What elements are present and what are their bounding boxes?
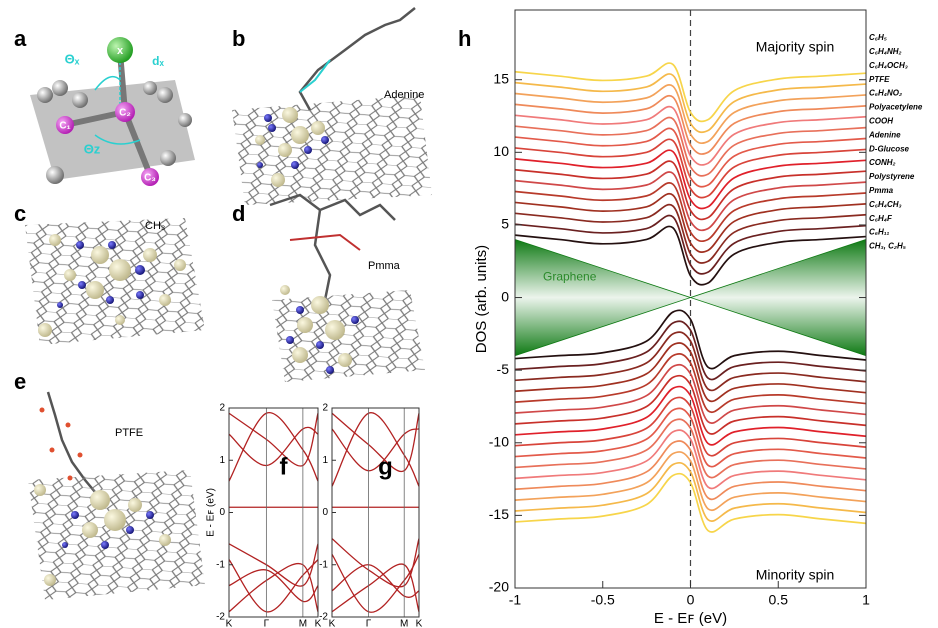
band-line	[229, 570, 318, 602]
legend-label: PTFE	[869, 75, 890, 84]
legend-label: C₆H₁₁	[869, 228, 890, 237]
band-line	[229, 413, 318, 466]
panel-c-structure	[25, 218, 205, 345]
y-tick-label: 1	[322, 455, 328, 466]
structure-label: Θₓ	[65, 51, 80, 66]
molecule-label: PTFE	[115, 427, 143, 439]
y-tick-label: -15	[489, 506, 509, 522]
y-tick-label: -5	[497, 361, 510, 377]
legend-label: CH₃, C₂H₅	[869, 242, 906, 251]
spin-annotation: Majority spin	[756, 39, 835, 55]
structure-label: Θz	[84, 141, 101, 156]
panel-b-structure	[232, 8, 432, 205]
x-tick-label: K	[416, 619, 423, 628]
spin-annotation: Minority spin	[756, 567, 835, 583]
x-tick-label: Γ	[264, 619, 270, 628]
y-axis-label: E - Eꜰ (eV)	[206, 488, 217, 537]
band-line	[332, 413, 419, 487]
x-axis-label: E - Eꜰ (eV)	[654, 610, 727, 627]
x-tick-label: K	[226, 619, 233, 628]
structure-label: dₓ	[152, 54, 164, 68]
majority-dos-curve	[515, 139, 866, 197]
plot-frame	[229, 408, 318, 617]
y-tick-label: -20	[489, 579, 509, 595]
y-tick-label: 0	[501, 288, 509, 304]
legend-label: Pmma	[869, 186, 894, 195]
panel-label: g	[378, 453, 393, 480]
legend-label: D-Glucose	[869, 144, 910, 153]
graphene-dos-area	[515, 239, 866, 355]
structure-label: x	[117, 45, 124, 57]
minority-dos-curve	[515, 397, 866, 455]
majority-dos-curve	[515, 128, 866, 186]
panel-label: b	[232, 26, 245, 51]
x-tick-label: 0.5	[769, 592, 789, 608]
structure-label: C₃	[144, 173, 156, 184]
molecule-label: CH₃	[145, 220, 165, 232]
x-tick-label: M	[299, 619, 307, 628]
majority-dos-curve	[515, 117, 866, 175]
panel-label: d	[232, 201, 245, 226]
band-line	[229, 427, 318, 465]
panel-label: h	[458, 26, 471, 51]
legend-label: Adenine	[868, 130, 901, 139]
panel-d-structure	[270, 195, 425, 382]
legend-label: Polyacetylene	[869, 103, 923, 112]
legend-label: C₆H₄CH₃	[869, 200, 902, 209]
panel-e-structure	[28, 392, 205, 600]
figure: a b c d e h x Θₓ dₓ C₁ C₂ C₃ Θz Adenine CH₃ Pmma PTFE Gra…	[0, 0, 938, 628]
page: a b c d e h x Θₓ dₓ C₁ C₂ C₃ Θz Adenine CH₃ Pmma PTFE Gra…	[0, 0, 938, 628]
y-tick-label: 0	[322, 507, 328, 518]
structure-label: C₁	[59, 121, 70, 132]
legend-label: CONH₂	[869, 158, 896, 167]
legend-label: C₆H₄OCH₃	[869, 61, 908, 70]
panel-label: e	[14, 369, 26, 394]
y-tick-label: -10	[489, 433, 509, 449]
y-tick-label: 15	[493, 70, 509, 86]
x-tick-label: K	[329, 619, 336, 628]
y-tick-label: -2	[319, 612, 328, 623]
band-line	[332, 429, 419, 471]
panel-label: a	[14, 26, 27, 51]
graphene-label: Graphene	[543, 270, 597, 284]
y-tick-label: 0	[219, 507, 225, 518]
y-tick-label: 2	[322, 403, 328, 414]
y-axis-label: DOS (arb. units)	[473, 245, 490, 353]
x-tick-label: 0	[687, 592, 695, 608]
legend-label: C₆H₅	[869, 33, 887, 42]
structure-label: C₂	[119, 108, 131, 119]
y-tick-label: 1	[219, 455, 225, 466]
y-tick-label: 5	[501, 216, 509, 232]
legend-label: C₆H₄NO₂	[869, 89, 902, 98]
legend-label: C₆H₄NH₂	[869, 47, 902, 56]
molecule-label: Adenine	[384, 89, 424, 101]
legend-label: C₆H₄F	[869, 214, 893, 223]
band-line	[229, 564, 318, 612]
majority-dos-curve	[515, 150, 866, 208]
y-tick-label: 2	[219, 403, 225, 414]
x-tick-label: M	[400, 619, 408, 628]
band-line	[332, 413, 419, 471]
y-tick-label: -1	[319, 559, 328, 570]
x-tick-label: Γ	[366, 619, 372, 628]
band-line	[229, 544, 318, 586]
x-tick-label: -1	[509, 592, 522, 608]
minority-dos-curve	[515, 430, 866, 488]
minority-dos-curve	[515, 419, 866, 477]
legend-label: Polystyrene	[869, 172, 915, 181]
panel-label: c	[14, 201, 26, 226]
y-tick-label: 10	[493, 143, 509, 159]
panel-a-structure	[30, 37, 195, 186]
band-line	[332, 564, 419, 612]
y-tick-label: -1	[216, 559, 225, 570]
plot-frame	[332, 408, 419, 617]
x-tick-label: 1	[862, 592, 870, 608]
molecule-label: Pmma	[368, 260, 401, 272]
minority-dos-curve	[515, 408, 866, 466]
y-tick-label: -2	[216, 612, 225, 623]
legend-label: COOH	[869, 117, 893, 126]
panel-label: f	[280, 453, 289, 480]
x-tick-label: -0.5	[591, 592, 615, 608]
